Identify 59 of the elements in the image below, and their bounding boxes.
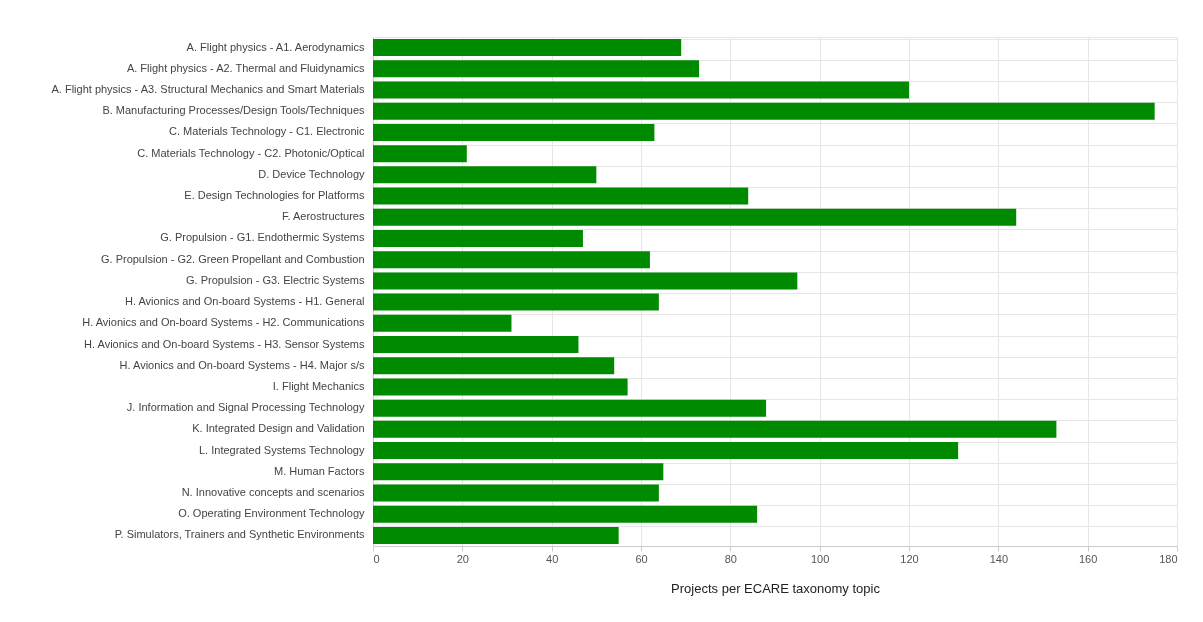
x-tick-label: 180 [1159, 552, 1178, 565]
bar [373, 60, 700, 78]
bar [373, 102, 1155, 120]
bar [373, 484, 659, 502]
bar [373, 336, 579, 353]
y-tick-label: M. Human Factors [274, 464, 365, 477]
x-tick-label: 80 [724, 552, 737, 565]
bar [373, 145, 467, 163]
bar [373, 39, 682, 57]
y-tick-label: B. Manufacturing Processes/Design Tools/Techniques [102, 104, 365, 117]
bar [373, 251, 650, 269]
bar [373, 123, 655, 141]
y-tick-label: O. Operating Environment Technology [178, 507, 365, 520]
bar [373, 293, 659, 311]
y-tick-label: G. Propulsion - G3. Electric Systems [186, 273, 365, 286]
y-tick-label: A. Flight physics - A2. Thermal and Fluidynamics [126, 61, 365, 74]
bar [373, 463, 664, 481]
bar [373, 442, 959, 460]
y-tick-label: G. Propulsion - G1. Endothermic Systems [160, 231, 365, 244]
y-tick-label: J. Information and Signal Processing Technology [126, 401, 365, 414]
x-tick-label: 60 [635, 552, 648, 565]
bar [373, 272, 798, 290]
bar [373, 399, 767, 417]
x-tick-label: 120 [900, 552, 919, 565]
x-tick-label: 100 [810, 552, 830, 565]
bar [373, 420, 1057, 438]
bar [373, 166, 597, 184]
y-tick-label: I. Flight Mechanics [272, 379, 365, 392]
y-tick-label: H. Avionics and On-board Systems - H1. General [125, 295, 365, 308]
y-tick-label: C. Materials Technology - C1. Electronic [169, 125, 365, 138]
y-tick-label: E. Design Technologies for Platforms [184, 189, 365, 202]
y-tick-label: C. Materials Technology - C2. Photonic/Optical [137, 146, 365, 159]
y-tick-label: N. Innovative concepts and scenarios [181, 485, 365, 498]
bar [373, 314, 512, 332]
bar [373, 230, 583, 247]
bar [373, 378, 628, 396]
y-tick-label: A. Flight physics - A1. Aerodynamics [186, 40, 365, 53]
y-tick-label: P. Simulators, Trainers and Synthetic Environments [114, 528, 365, 541]
y-tick-label: K. Integrated Design and Validation [192, 422, 365, 435]
y-tick-label: G. Propulsion - G2. Green Propellant and Combustion [100, 252, 365, 265]
bar [373, 187, 749, 205]
x-axis-title: Projects per ECARE taxonomy topic [671, 580, 881, 596]
y-tick-label: H. Avionics and On-board Systems - H3. Sensor Systems [84, 337, 365, 350]
y-tick-label: D. Device Technology [258, 167, 365, 180]
x-tick-label: 20 [456, 552, 469, 565]
bar [373, 505, 758, 523]
bar [373, 526, 619, 544]
y-tick-label: A. Flight physics - A3. Structural Mechanics and Smart Materials [51, 83, 365, 96]
x-tick-label: 40 [546, 552, 559, 565]
x-tick-label: 0 [373, 552, 380, 565]
x-tick-label: 140 [989, 552, 1009, 565]
y-tick-label: H. Avionics and On-board Systems - H2. Communications [82, 316, 365, 329]
bar [373, 81, 909, 99]
x-tick-label: 160 [1078, 552, 1098, 565]
y-tick-label: L. Integrated Systems Technology [198, 443, 365, 456]
bar [373, 357, 615, 375]
y-tick-label: F. Aerostructures [281, 210, 365, 223]
y-tick-label: H. Avionics and On-board Systems - H4. Major s/s [119, 358, 365, 371]
bar [373, 208, 1017, 226]
